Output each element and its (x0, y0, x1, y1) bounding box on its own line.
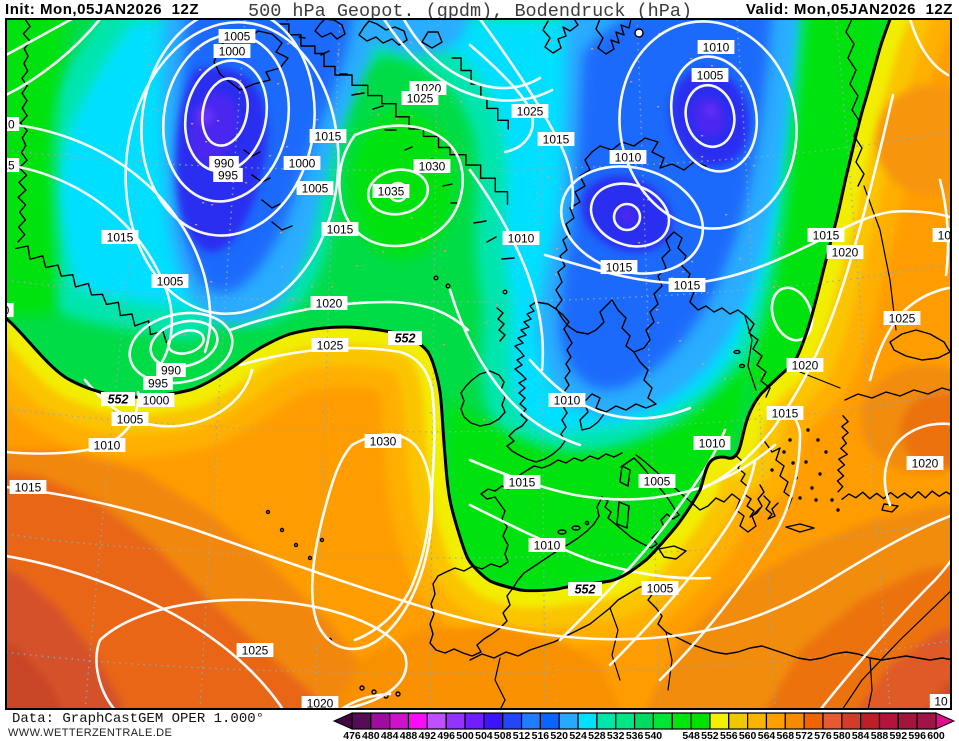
svg-text:1005: 1005 (117, 413, 144, 427)
svg-text:1000: 1000 (219, 45, 246, 59)
svg-text:990: 990 (214, 157, 234, 171)
svg-text:1005: 1005 (302, 182, 329, 196)
svg-text:1000: 1000 (289, 157, 316, 171)
svg-text:548: 548 (682, 730, 700, 741)
svg-text:552: 552 (395, 332, 416, 346)
svg-text:1025: 1025 (938, 229, 959, 243)
svg-text:1030: 1030 (419, 160, 446, 174)
svg-text:1015: 1015 (509, 476, 536, 490)
svg-text:1010: 1010 (508, 232, 535, 246)
svg-text:1010: 1010 (554, 394, 581, 408)
svg-text:1025: 1025 (407, 92, 434, 106)
svg-text:480: 480 (362, 730, 380, 741)
svg-text:488: 488 (400, 730, 418, 741)
svg-text:552: 552 (108, 393, 129, 407)
svg-text:508: 508 (494, 730, 512, 741)
svg-text:580: 580 (833, 730, 851, 741)
svg-text:1005: 1005 (647, 582, 674, 596)
svg-text:584: 584 (852, 730, 870, 741)
svg-text:500: 500 (456, 730, 474, 741)
svg-text:1000: 1000 (143, 394, 170, 408)
svg-text:1025: 1025 (517, 105, 544, 119)
svg-text:492: 492 (419, 730, 437, 741)
svg-text:560: 560 (739, 730, 757, 741)
svg-text:600: 600 (927, 730, 945, 741)
svg-text:496: 496 (437, 730, 455, 741)
svg-text:1010: 1010 (615, 151, 642, 165)
svg-text:1005: 1005 (697, 69, 724, 83)
svg-text:552: 552 (575, 583, 596, 597)
svg-text:1015: 1015 (606, 261, 633, 275)
svg-text:1005: 1005 (157, 275, 184, 289)
svg-text:15: 15 (1, 159, 15, 173)
svg-text:1015: 1015 (674, 279, 701, 293)
svg-text:516: 516 (532, 730, 550, 741)
svg-text:532: 532 (607, 730, 625, 741)
svg-text:1015: 1015 (327, 223, 354, 237)
svg-text:1005: 1005 (644, 475, 671, 489)
svg-text:1020: 1020 (792, 359, 819, 373)
svg-text:1015: 1015 (107, 231, 134, 245)
svg-text:1025: 1025 (889, 312, 916, 326)
svg-text:1020: 1020 (316, 297, 343, 311)
svg-text:528: 528 (588, 730, 606, 741)
svg-text:588: 588 (871, 730, 889, 741)
svg-text:592: 592 (890, 730, 908, 741)
svg-text:476: 476 (343, 730, 361, 741)
svg-text:572: 572 (795, 730, 813, 741)
svg-text:1010: 1010 (699, 437, 726, 451)
svg-text:520: 520 (550, 730, 568, 741)
svg-text:1015: 1015 (315, 130, 342, 144)
svg-text:540: 540 (645, 730, 663, 741)
svg-text:1015: 1015 (772, 407, 799, 421)
svg-text:1030: 1030 (370, 435, 397, 449)
svg-text:1020: 1020 (832, 246, 859, 260)
svg-text:1005: 1005 (224, 30, 251, 44)
svg-text:995: 995 (218, 169, 238, 183)
svg-text:1010: 1010 (534, 539, 561, 553)
svg-text:1010: 1010 (703, 41, 730, 55)
svg-text:1025: 1025 (242, 644, 269, 658)
svg-text:556: 556 (720, 730, 738, 741)
svg-text:1020: 1020 (912, 457, 939, 471)
svg-text:576: 576 (814, 730, 832, 741)
svg-text:512: 512 (513, 730, 531, 741)
svg-text:995: 995 (148, 377, 168, 391)
svg-text:1035: 1035 (378, 185, 405, 199)
svg-text:1010: 1010 (94, 439, 121, 453)
svg-text:0: 0 (3, 304, 10, 318)
svg-text:568: 568 (777, 730, 795, 741)
svg-text:10: 10 (1, 118, 15, 132)
svg-text:1015: 1015 (813, 229, 840, 243)
svg-text:1020: 1020 (307, 697, 334, 711)
svg-text:1025: 1025 (317, 339, 344, 353)
svg-text:596: 596 (908, 730, 926, 741)
svg-text:1015: 1015 (15, 481, 42, 495)
svg-text:564: 564 (758, 730, 776, 741)
svg-text:552: 552 (701, 730, 719, 741)
svg-text:1015: 1015 (543, 133, 570, 147)
svg-text:484: 484 (381, 730, 399, 741)
svg-text:536: 536 (626, 730, 644, 741)
svg-text:990: 990 (161, 364, 181, 378)
svg-text:524: 524 (569, 730, 587, 741)
svg-text:10: 10 (934, 695, 948, 709)
svg-text:504: 504 (475, 730, 493, 741)
